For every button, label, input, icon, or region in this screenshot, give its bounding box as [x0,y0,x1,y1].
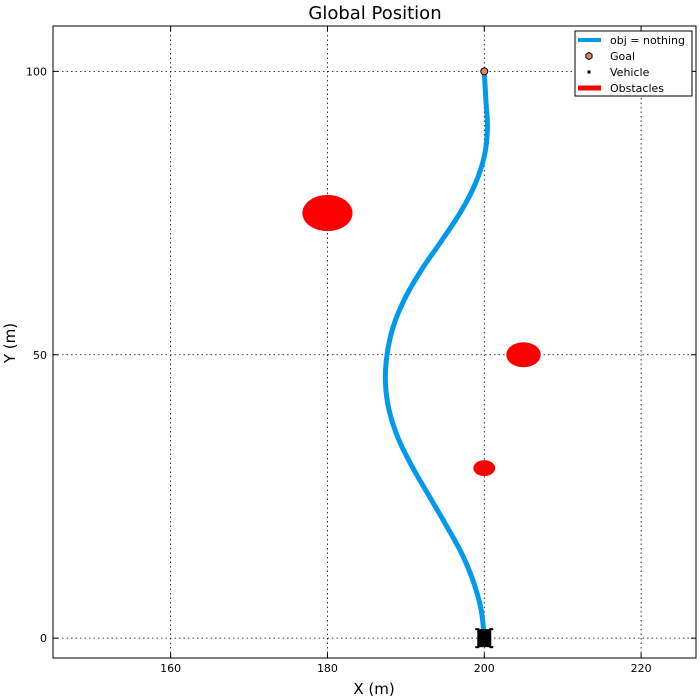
markers [475,67,494,649]
legend-swatch-goal [585,51,593,61]
y-tick-label: 0 [40,632,47,645]
trajectory [382,68,490,641]
chart-title: Global Position [308,3,441,24]
vehicle-body [477,629,492,648]
vehicle-wheel [489,628,494,631]
legend: obj = nothing Goal Vehicle Obstacles [574,30,693,97]
obstacles [302,194,541,477]
ticks: 160 180 200 220 0 50 100 [26,26,696,675]
legend-label: obj = nothing [610,34,685,47]
x-tick-label: 180 [317,662,338,675]
legend-swatch-vehicle [587,70,591,74]
trajectory-line [382,68,490,641]
y-tick-label: 100 [26,65,47,78]
x-axis-label: X (m) [353,680,394,698]
legend-label: Obstacles [610,82,664,95]
grid [53,26,696,658]
obstacle [473,460,496,477]
obstacle [302,194,353,232]
vehicle-wheel [475,628,480,631]
vehicle-marker [475,628,494,649]
plot-frame [52,25,697,659]
x-tick-label: 220 [631,662,652,675]
x-tick-label: 160 [160,662,181,675]
y-tick-label: 50 [33,349,47,362]
y-axis-label: Y (m) [1,323,19,364]
legend-label: Vehicle [610,66,650,79]
vehicle-wheel [489,646,494,649]
obstacle [506,342,541,368]
legend-swatch-obstacles [578,85,601,91]
goal-marker [480,67,489,76]
x-tick-label: 200 [474,662,495,675]
vehicle-wheel [475,646,480,649]
legend-label: Goal [610,50,635,63]
